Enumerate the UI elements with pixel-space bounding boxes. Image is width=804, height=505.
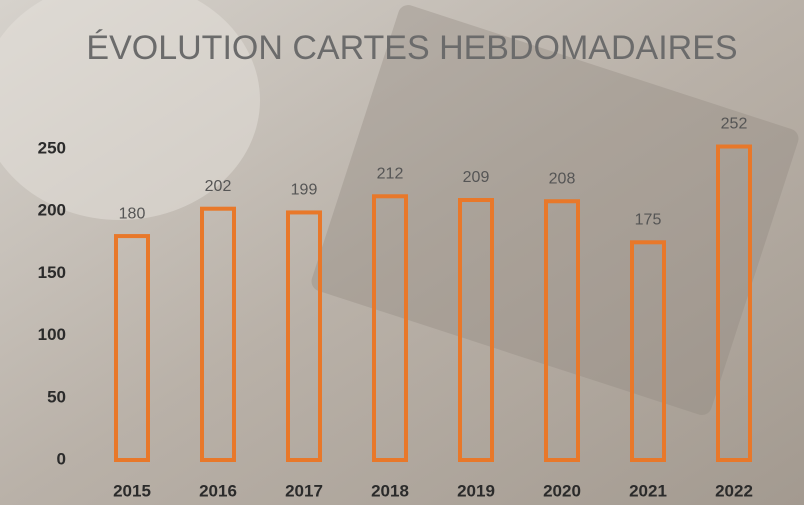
value-label: 212	[377, 165, 404, 182]
bar	[114, 234, 150, 462]
y-tick-label: 250	[38, 138, 66, 157]
bar	[630, 240, 666, 462]
y-tick-label: 0	[57, 449, 66, 468]
y-tick-label: 100	[38, 325, 66, 344]
x-tick-label: 2016	[199, 481, 237, 500]
x-tick-label: 2017	[285, 481, 323, 500]
chart-title: ÉVOLUTION CARTES HEBDOMADAIRES	[86, 29, 737, 67]
x-tick-label: 2020	[543, 481, 581, 500]
value-label: 199	[291, 182, 318, 199]
bar	[200, 206, 236, 462]
x-tick-label: 2022	[715, 481, 753, 500]
bar	[372, 194, 408, 462]
bar	[458, 198, 494, 462]
x-tick-label: 2021	[629, 481, 667, 500]
bar	[544, 199, 580, 463]
value-label: 208	[549, 170, 576, 187]
y-tick-label: 50	[47, 387, 66, 406]
y-tick-label: 150	[38, 263, 66, 282]
bar	[286, 210, 322, 462]
background-hat	[0, 0, 260, 220]
bar	[716, 144, 752, 462]
value-label: 209	[463, 169, 490, 186]
x-tick-label: 2015	[113, 481, 151, 500]
x-tick-label: 2019	[457, 481, 495, 500]
value-label: 252	[721, 116, 748, 133]
value-label: 202	[205, 178, 232, 195]
value-label: 175	[635, 212, 662, 229]
x-tick-label: 2018	[371, 481, 409, 500]
background-box	[311, 5, 799, 415]
y-tick-label: 200	[38, 201, 66, 220]
value-label: 180	[119, 205, 146, 222]
